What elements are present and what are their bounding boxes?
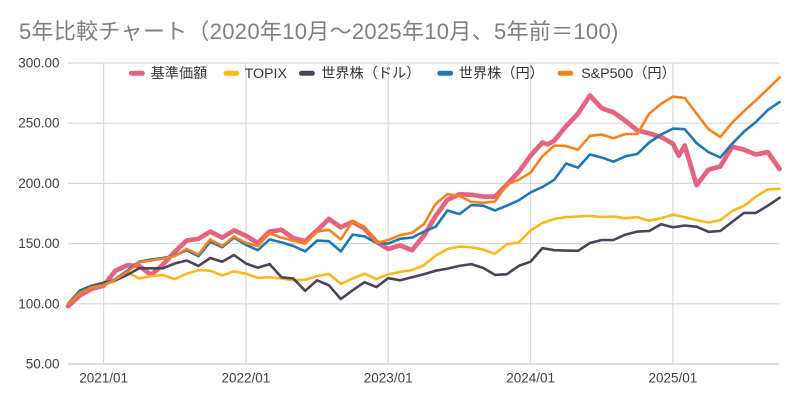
svg-text:250.00: 250.00: [18, 116, 59, 131]
svg-text:世界株（ドル）: 世界株（ドル）: [321, 66, 420, 82]
svg-text:2023/01: 2023/01: [364, 371, 413, 386]
svg-text:S&P500（円）: S&P500（円）: [581, 66, 676, 82]
svg-text:世界株（円）: 世界株（円）: [459, 66, 544, 82]
svg-text:50.00: 50.00: [26, 357, 60, 372]
svg-text:TOPIX: TOPIX: [245, 66, 288, 82]
svg-text:100.00: 100.00: [18, 296, 59, 311]
svg-text:300.00: 300.00: [18, 56, 59, 71]
svg-text:2021/01: 2021/01: [79, 371, 128, 386]
svg-text:2024/01: 2024/01: [506, 371, 555, 386]
svg-text:基準価額: 基準価額: [151, 65, 208, 82]
svg-text:2022/01: 2022/01: [221, 371, 270, 386]
svg-text:200.00: 200.00: [18, 176, 59, 191]
svg-text:150.00: 150.00: [18, 236, 59, 251]
svg-text:2025/01: 2025/01: [648, 371, 697, 386]
